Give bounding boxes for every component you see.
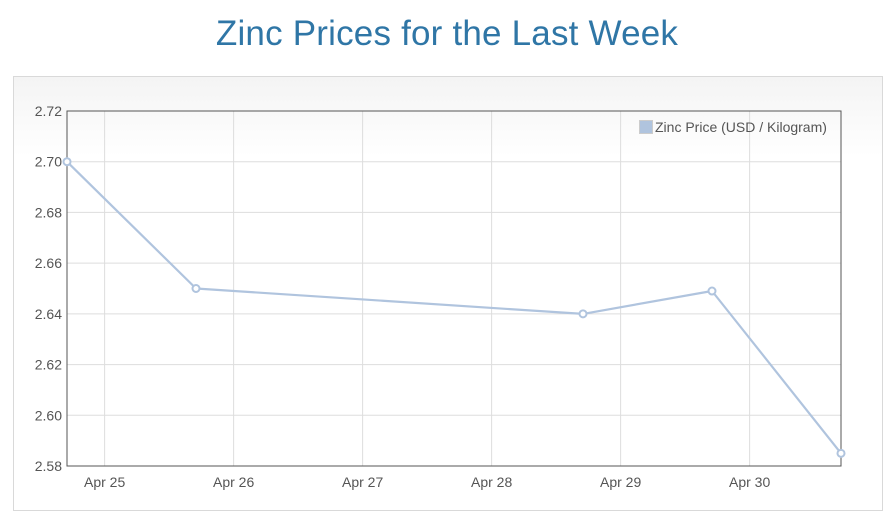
page-title: Zinc Prices for the Last Week — [215, 14, 679, 53]
data-point[interactable] — [707, 286, 717, 296]
series-layer — [62, 157, 846, 458]
x-tick-label: Apr 30 — [729, 474, 770, 490]
legend-swatch — [639, 120, 653, 134]
x-tick-label: Apr 26 — [213, 474, 254, 490]
chart-panel — [13, 76, 883, 511]
data-point[interactable] — [836, 448, 846, 458]
y-tick-label: 2.62 — [35, 357, 62, 373]
y-tick-label: 2.70 — [35, 154, 62, 170]
x-tick-label: Apr 29 — [600, 474, 641, 490]
data-point[interactable] — [578, 309, 588, 319]
data-point[interactable] — [191, 284, 201, 293]
y-tick-label: 2.68 — [35, 204, 62, 220]
x-tick-label: Apr 25 — [84, 474, 125, 490]
grid-layer — [67, 111, 841, 466]
y-tick-label: 2.60 — [35, 407, 62, 423]
y-axis-ticks: 2.58 2.60 2.62 2.64 2.66 2.68 2.70 2.72 — [35, 103, 62, 474]
y-tick-label: 2.72 — [35, 103, 62, 119]
plot-frame — [66, 110, 842, 467]
y-tick-label: 2.66 — [35, 255, 62, 271]
series-line — [66, 160, 842, 454]
x-tick-label: Apr 28 — [471, 474, 512, 490]
legend: Zinc Price (USD / Kilogram) — [639, 119, 827, 135]
x-axis-ticks: Apr 25 Apr 26 Apr 27 Apr 28 Apr 29 Apr 30 — [84, 474, 770, 490]
y-tick-label: 2.64 — [35, 306, 62, 322]
y-tick-label: 2.58 — [35, 458, 62, 474]
legend-label: Zinc Price (USD / Kilogram) — [655, 119, 827, 135]
data-point[interactable] — [62, 157, 72, 167]
x-tick-label: Apr 27 — [342, 474, 383, 490]
